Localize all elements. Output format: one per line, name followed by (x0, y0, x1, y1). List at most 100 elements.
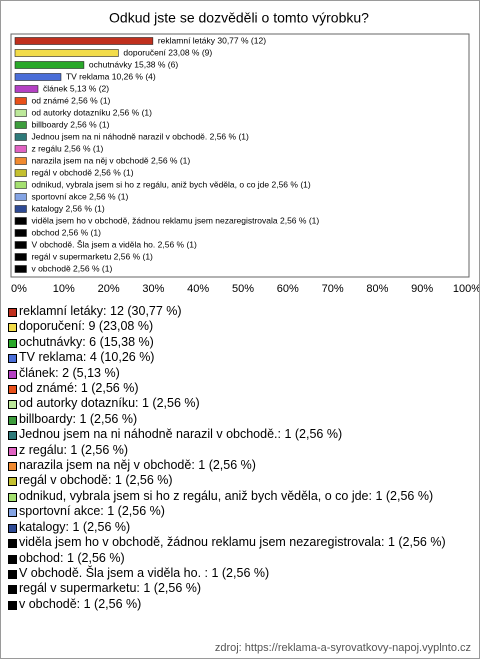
x-tick-label: 50% (232, 283, 254, 295)
source: zdroj: https://reklama-a-syrovatkovy-nap… (214, 642, 471, 654)
legend-swatch (8, 585, 17, 595)
legend-label: regál v obchodě: 1 (2,56 %) (19, 473, 173, 488)
x-tick-label: 20% (98, 283, 120, 295)
legend-item: billboardy: 1 (2,56 %) (7, 412, 467, 427)
legend-item: regál v supermarketu: 1 (2,56 %) (7, 581, 467, 596)
bar (14, 49, 119, 57)
legend-label: V obchodě. Šla jsem a viděla ho. : 1 (2,… (19, 565, 270, 580)
legend-item: v obchodě: 1 (2,56 %) (7, 597, 467, 612)
bar-label: obchod 2,56 % (1) (31, 227, 101, 237)
x-tick-label: 90% (411, 283, 433, 295)
legend-swatch (8, 508, 17, 518)
legend-swatch (8, 446, 17, 456)
x-tick-label: 60% (277, 283, 299, 295)
chart: Odkud jste se dozvěděli o tomto výrobku?… (10, 10, 479, 295)
bar-label: ochutnávky 15,38 % (6) (89, 59, 178, 69)
bar-label: regál v supermarketu 2,56 % (1) (31, 251, 153, 261)
legend-label: sportovní akce: 1 (2,56 %) (19, 504, 165, 519)
bar (14, 157, 27, 165)
legend-swatch (8, 569, 17, 579)
bar-label: doporučení 23,08 % (9) (123, 47, 212, 57)
plot-area (10, 33, 470, 278)
legend-item: TV reklama: 4 (10,26 %) (7, 350, 467, 365)
chart-title: Odkud jste se dozvěděli o tomto výrobku? (109, 10, 369, 26)
legend-label: narazila jsem na něj v obchodě: 1 (2,56 … (19, 458, 256, 473)
bar-label: od autorky dotazníku 2,56 % (1) (31, 107, 152, 117)
legend-swatch (8, 415, 17, 425)
bar (14, 145, 27, 153)
legend-swatch (8, 492, 17, 502)
legend-label: v obchodě: 1 (2,56 %) (19, 596, 142, 611)
bar (14, 121, 27, 129)
x-tick-label: 70% (322, 283, 344, 295)
bar-label: regál v obchodě 2,56 % (1) (31, 167, 133, 177)
legend-item: katalogy: 1 (2,56 %) (7, 520, 467, 535)
x-tick-label: 0% (11, 283, 27, 295)
legend-label: reklamní letáky: 12 (30,77 %) (19, 304, 182, 318)
bar (14, 241, 27, 249)
legend-item: V obchodě. Šla jsem a viděla ho. : 1 (2,… (7, 566, 467, 581)
legend-item: od autorky dotazníku: 1 (2,56 %) (7, 396, 467, 411)
bar (14, 205, 27, 213)
legend-label: TV reklama: 4 (10,26 %) (19, 350, 155, 365)
legend-label: doporučení: 9 (23,08 %) (19, 319, 154, 334)
legend-item: doporučení: 9 (23,08 %) (7, 319, 467, 334)
bar (14, 217, 27, 225)
bar-label: z regálu 2,56 % (1) (31, 143, 103, 153)
legend-label: ochutnávky: 6 (15,38 %) (19, 334, 154, 349)
bar (14, 85, 39, 93)
bar-label: katalogy 2,56 % (1) (31, 203, 104, 213)
legend-label: viděla jsem ho v obchodě, žádnou reklamu… (19, 535, 446, 550)
legend-item: sportovní akce: 1 (2,56 %) (7, 504, 467, 519)
legend-label: odnikud, vybrala jsem si ho z regálu, an… (19, 488, 434, 503)
legend-item: z regálu: 1 (2,56 %) (7, 443, 467, 458)
legend-swatch (8, 323, 17, 333)
legend-item: odnikud, vybrala jsem si ho z regálu, an… (7, 489, 467, 504)
legend: reklamní letáky: 12 (30,77 %) doporučení:… (7, 304, 467, 612)
bar (14, 73, 62, 81)
legend-label: katalogy: 1 (2,56 %) (19, 519, 131, 534)
legend-swatch (8, 523, 17, 533)
legend-label: z regálu: 1 (2,56 %) (19, 442, 129, 457)
bar (14, 37, 154, 45)
bar-label: článek 5,13 % (2) (43, 83, 109, 93)
bar-label: Jednou jsem na ni náhodně narazil v obch… (31, 131, 249, 141)
bar-label: sportovní akce 2,56 % (1) (31, 191, 128, 201)
legend-item: regál v obchodě: 1 (2,56 %) (7, 473, 467, 488)
bar (14, 61, 85, 69)
legend-swatch (8, 385, 17, 395)
bar (14, 253, 27, 261)
legend-item: viděla jsem ho v obchodě, žádnou reklamu… (7, 535, 467, 550)
bar-label: narazila jsem na něj v obchodě 2,56 % (1… (31, 155, 190, 165)
legend-label: regál v supermarketu: 1 (2,56 %) (19, 581, 202, 596)
x-tick-label: 10% (53, 283, 75, 295)
legend-item: Jednou jsem na ni náhodně narazil v obch… (7, 427, 467, 442)
bar (14, 109, 27, 117)
legend-swatch (8, 354, 17, 364)
legend-label: od autorky dotazníku: 1 (2,56 %) (19, 396, 200, 411)
bar (14, 169, 27, 177)
legend-label: billboardy: 1 (2,56 %) (19, 411, 138, 426)
legend-label: Jednou jsem na ni náhodně narazil v obch… (19, 427, 343, 442)
legend-item: reklamní letáky: 12 (30,77 %) (7, 304, 467, 319)
x-tick-label: 100% (453, 283, 479, 295)
bar-label: od známé 2,56 % (1) (31, 95, 110, 105)
bar (14, 229, 27, 237)
legend-swatch (8, 369, 17, 379)
legend-swatch (8, 431, 17, 441)
legend-swatch (8, 462, 17, 472)
bar (14, 133, 27, 141)
legend-label: obchod: 1 (2,56 %) (19, 550, 125, 565)
legend-label: od známé: 1 (2,56 %) (19, 381, 139, 396)
legend-swatch (8, 308, 17, 317)
legend-swatch (8, 338, 17, 348)
x-tick-label: 30% (142, 283, 164, 295)
bar (14, 97, 27, 105)
bar-label: reklamní letáky 30,77 % (12) (158, 35, 266, 45)
legend-swatch (8, 400, 17, 410)
legend-item: ochutnávky: 6 (15,38 %) (7, 335, 467, 350)
bar-label: odnikud, vybrala jsem si ho z regálu, an… (31, 179, 310, 189)
bar-label: TV reklama 10,26 % (4) (66, 71, 156, 81)
legend-item: obchod: 1 (2,56 %) (7, 551, 467, 566)
